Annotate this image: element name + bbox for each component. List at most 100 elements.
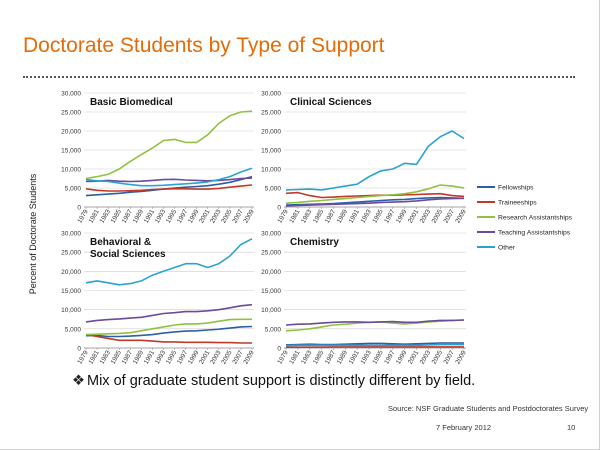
series-line-other <box>85 238 253 286</box>
chart-panels: 05,00010,00015,00020,00025,00030,0001979… <box>61 91 468 366</box>
x-tick-label: 1993 <box>360 349 373 365</box>
y-tick-label: 5,000 <box>265 326 282 333</box>
y-tick-label: 20,000 <box>61 129 81 136</box>
x-tick-label: 1997 <box>383 349 396 365</box>
x-tick-label: 1985 <box>312 208 325 224</box>
y-tick-label: 30,000 <box>261 231 281 238</box>
panel-title: Basic Biomedical <box>90 97 173 108</box>
bullet-icon: ❖ <box>72 373 85 389</box>
y-tick-label: 15,000 <box>61 288 81 295</box>
series-line-other <box>285 343 464 347</box>
series-line-fellowships <box>85 325 253 338</box>
x-tick-label: 2001 <box>407 349 420 365</box>
title-divider <box>23 76 575 78</box>
panel-behavioral-social-sciences: 05,00010,00015,00020,00025,00030,0001979… <box>61 231 256 366</box>
y-tick-label: 25,000 <box>61 110 81 117</box>
y-tick-label: 0 <box>277 205 281 212</box>
chart-area: Percent of Doctorate Students 0 5,000 10,0… <box>28 91 573 366</box>
legend-label-research-assistantships: Research Assistantships <box>498 215 573 222</box>
x-tick-label: 2009 <box>242 349 255 365</box>
y-tick-label: 15,000 <box>261 288 281 295</box>
x-tick-label: 1999 <box>395 208 408 224</box>
series-line-traineeships <box>85 333 252 344</box>
page-number: 10 <box>567 423 576 432</box>
y-tick-label: 0 <box>277 346 281 353</box>
x-tick-label: 1987 <box>324 208 337 224</box>
y-tick-label: 10,000 <box>61 167 81 174</box>
x-tick-label: 2009 <box>242 208 255 224</box>
y-tick-label: 10,000 <box>261 307 281 314</box>
series-line-research-assistantships <box>285 184 465 204</box>
y-tick-label: 10,000 <box>61 307 81 314</box>
y-tick-label: 25,000 <box>61 250 81 257</box>
panel-clinical-sciences: 05,00010,00015,00020,00025,00030,0001979… <box>261 91 468 225</box>
legend-label-other: Other <box>498 245 516 252</box>
series-line-other <box>85 167 253 187</box>
series-line-other <box>285 130 465 191</box>
y-tick-label: 25,000 <box>261 250 281 257</box>
x-tick-label: 1999 <box>395 349 408 365</box>
y-tick-label: 20,000 <box>61 269 81 276</box>
y-tick-label: 10,000 <box>261 167 281 174</box>
legend-label-traineeships: Traineeships <box>498 200 537 207</box>
y-axis-label: Percent of Doctorate Students <box>28 173 38 294</box>
y-tick-label: 20,000 <box>261 269 281 276</box>
x-tick-label: 1983 <box>300 349 313 365</box>
y-tick-label: 5,000 <box>65 326 82 333</box>
panel-title: Chemistry <box>290 237 339 248</box>
y-tick-label: 0 <box>77 346 81 353</box>
slide-date: 7 February 2012 <box>436 423 492 432</box>
x-tick-label: 1995 <box>371 208 384 224</box>
y-tick-label: 20,000 <box>261 129 281 136</box>
x-tick-label: 1983 <box>300 208 313 224</box>
x-tick-label: 2001 <box>407 208 420 224</box>
series-line-teaching-assistantships <box>85 303 253 323</box>
x-tick-label: 1993 <box>360 208 373 224</box>
bullet-text: Mix of graduate student support is disti… <box>87 373 476 389</box>
panel-title: Social Sciences <box>90 249 166 260</box>
x-tick-label: 1991 <box>348 349 361 365</box>
panel-title: Clinical Sciences <box>290 97 372 108</box>
x-tick-label: 1989 <box>336 349 349 365</box>
x-tick-label: 2007 <box>443 208 456 224</box>
x-tick-label: 1989 <box>336 208 349 224</box>
bullet-point: ❖ Mix of graduate student support is dist… <box>72 373 475 389</box>
x-tick-label: 1991 <box>348 208 361 224</box>
panel-basic-biomedical: 05,00010,00015,00020,00025,00030,0001979… <box>61 91 256 225</box>
y-tick-label: 25,000 <box>261 110 281 117</box>
legend-label-teaching-assistantships: Teaching Assistantships <box>498 230 571 237</box>
x-tick-label: 2003 <box>419 208 432 224</box>
y-tick-label: 15,000 <box>261 148 281 155</box>
panel-chemistry: 05,00010,00015,00020,00025,00030,0001979… <box>261 231 468 366</box>
series-line-teaching-assistantships <box>285 319 465 326</box>
x-tick-label: 2005 <box>431 349 444 365</box>
series-line-teaching-assistantships <box>85 177 253 183</box>
y-tick-label: 15,000 <box>61 148 81 155</box>
chart-legend: Fellowships Traineeships Research Assistan… <box>477 185 573 252</box>
x-tick-label: 2009 <box>454 349 467 365</box>
series-line-research-assistantships <box>85 110 253 180</box>
x-tick-label: 1987 <box>324 349 337 365</box>
y-tick-label: 30,000 <box>61 91 81 98</box>
series-line-research-assistantships <box>85 318 252 336</box>
x-tick-label: 1985 <box>312 349 325 365</box>
x-tick-label: 1997 <box>383 208 396 224</box>
series-line-fellowships <box>285 342 464 346</box>
x-tick-label: 2009 <box>454 208 467 224</box>
x-tick-label: 2005 <box>431 208 444 224</box>
x-tick-label: 1981 <box>288 208 301 224</box>
y-tick-label: 30,000 <box>61 231 81 238</box>
x-tick-label: 1995 <box>371 349 384 365</box>
y-tick-label: 5,000 <box>265 186 282 193</box>
panel-title: Behavioral & <box>90 237 151 248</box>
x-tick-label: 2003 <box>419 349 432 365</box>
y-tick-label: 0 <box>77 205 81 212</box>
y-tick-label: 5,000 <box>65 186 82 193</box>
x-tick-label: 1981 <box>288 349 301 365</box>
y-tick-label: 30,000 <box>261 91 281 98</box>
x-tick-label: 2007 <box>443 349 456 365</box>
source-note: Source: NSF Graduate Students and Postdo… <box>388 404 589 413</box>
series-line-traineeships <box>85 184 253 192</box>
series-line-teaching-assistantships <box>285 197 465 207</box>
